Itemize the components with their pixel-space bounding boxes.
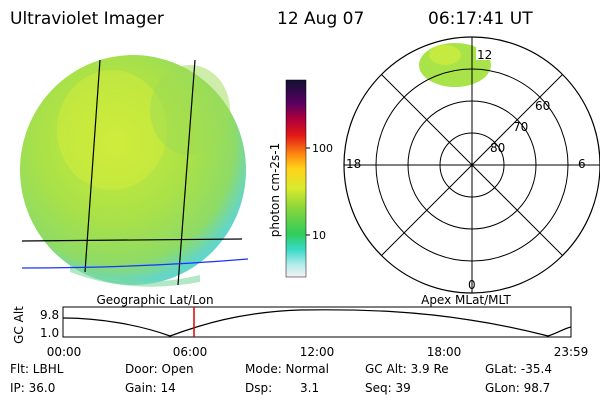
ip-info: IP: 36.0 xyxy=(10,381,56,395)
altitude-plot: 9.8 1.0 GC Alt 00:00 06:00 12:00 18:00 2… xyxy=(12,306,588,359)
polar-plot: 12 0 18 6 60 70 80 xyxy=(343,36,600,294)
glat-info: GLat: -35.4 xyxy=(485,362,552,376)
longitude-line-2 xyxy=(177,59,196,286)
colorbar-unit: photon cm-2s-1 xyxy=(268,143,282,238)
blue-latitude-line xyxy=(21,258,249,269)
latitude-line xyxy=(21,238,243,242)
apex-label: Apex MLat/MLT xyxy=(421,293,511,307)
gc-alt-info: GC Alt: 3.9 Re xyxy=(365,362,449,376)
mlt-label-0: 0 xyxy=(468,278,476,292)
dsp-value: 3.1 xyxy=(300,381,320,395)
mlt-label-18: 18 xyxy=(346,157,361,171)
colorbar-tick-label-100: 100 xyxy=(312,142,333,155)
disk-region xyxy=(150,65,230,155)
altitude-ytick-9.8: 9.8 xyxy=(40,308,59,322)
geographic-label: Geographic Lat/Lon xyxy=(96,293,213,307)
altitude-ytick-1.0: 1.0 xyxy=(40,326,59,340)
mlt-label-12: 12 xyxy=(477,48,492,62)
disk-bottom-edge xyxy=(70,265,200,287)
seq-info: Seq: 39 xyxy=(365,381,411,395)
header-time: 06:17:41 UT xyxy=(428,9,533,29)
mlat-label-80: 80 xyxy=(490,141,505,155)
header-date: 12 Aug 07 xyxy=(277,9,364,29)
geographic-image xyxy=(20,55,249,287)
disk-bright-region xyxy=(57,70,167,190)
instrument-title: Ultraviolet Imager xyxy=(10,9,164,29)
mlt-label-6: 6 xyxy=(578,157,586,171)
altitude-plot-frame xyxy=(62,306,572,338)
colorbar: 100 10 photon cm-2s-1 xyxy=(268,79,333,278)
longitude-line-1 xyxy=(84,59,101,273)
altitude-xtick-0000: 00:00 xyxy=(47,345,82,359)
altitude-xtick-0600: 06:00 xyxy=(173,345,208,359)
colorbar-tick-label-10: 10 xyxy=(312,229,326,242)
mlat-label-70: 70 xyxy=(513,120,528,134)
mode-info: Mode: Normal xyxy=(245,362,329,376)
altitude-curve xyxy=(62,309,572,337)
mlat-label-60: 60 xyxy=(535,99,550,113)
altitude-xtick-1200: 12:00 xyxy=(300,345,335,359)
mlt-line-diag-2 xyxy=(381,74,563,256)
dsp-label: Dsp: xyxy=(245,381,273,395)
gain-info: Gain: 14 xyxy=(125,381,176,395)
altitude-ylabel: GC Alt xyxy=(12,306,26,344)
altitude-xtick-2359: 23:59 xyxy=(554,345,589,359)
colorbar-scale xyxy=(285,79,307,278)
auroral-patch-bright xyxy=(429,45,461,65)
glon-info: GLon: 98.7 xyxy=(485,381,551,395)
mlt-label-bg-12 xyxy=(476,47,490,60)
door-info: Door: Open xyxy=(125,362,194,376)
filter-info: Flt: LBHL xyxy=(10,362,64,376)
altitude-xtick-1800: 18:00 xyxy=(427,345,462,359)
